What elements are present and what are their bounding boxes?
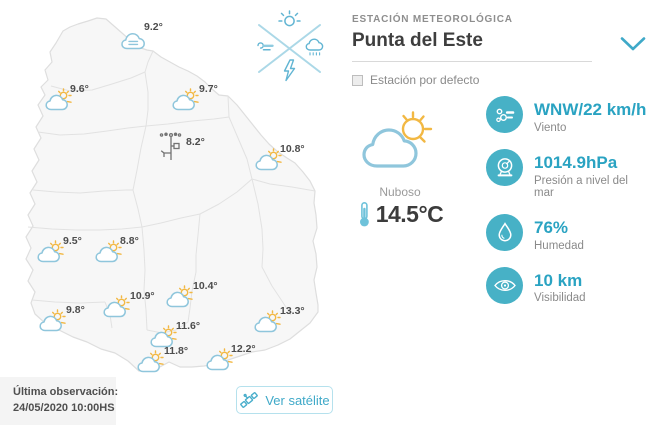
map-station-temperature: 13.3°: [280, 305, 305, 317]
stat-value: WNW/22 km/h: [534, 100, 647, 119]
partly-cloudy-icon: [166, 285, 193, 308]
map-station-icon[interactable]: [136, 350, 166, 384]
map-station-icon[interactable]: [94, 240, 124, 274]
uruguay-map: [25, 17, 319, 372]
satellite-button-label: Ver satélite: [265, 392, 330, 408]
map-station-temperature: 8.8°: [120, 235, 139, 247]
map-station-temperature: 9.2°: [144, 21, 163, 33]
pressure-gauge-icon: [497, 158, 512, 177]
map-station-icon[interactable]: [171, 88, 201, 122]
partly-cloudy-icon: [95, 240, 122, 263]
map-station-temperature: 9.5°: [63, 235, 82, 247]
stat-value: 1014.9hPa: [534, 152, 618, 172]
stat-label: Visibilidad: [534, 292, 586, 305]
map-station-icon[interactable]: [102, 295, 132, 329]
stat-icon-circle: [486, 213, 523, 251]
foggy-cloud-icon: [121, 33, 145, 50]
country-outline: [25, 17, 319, 372]
lightning-icon: [283, 59, 296, 82]
weather-elements-logo: [257, 10, 324, 82]
partly-cloudy-icon: [150, 325, 177, 348]
map-station-temperature: 9.6°: [70, 83, 89, 95]
map-station-icon[interactable]: [149, 325, 179, 359]
map-station-icon[interactable]: [165, 285, 195, 319]
map-station-temperature: 9.7°: [199, 83, 218, 95]
last-observation-value: 24/05/2020 10:00HS: [13, 401, 115, 414]
satellite-icon: [240, 392, 259, 408]
stat-value: 10 km: [534, 270, 583, 290]
stat-label: Viento: [534, 121, 567, 134]
chevron-down-icon[interactable]: [620, 36, 646, 52]
stat-icon-circle: [486, 266, 523, 304]
partly-cloudy-icon: [254, 310, 281, 333]
map-station-temperature: 8.2°: [186, 136, 205, 148]
partly-cloudy-icon: [103, 295, 130, 318]
stat-row: WNW/22 km/h Viento: [486, 96, 650, 134]
rain-cloud-icon: [305, 38, 324, 56]
map-station-icon[interactable]: [205, 348, 235, 382]
current-temperature: 14.5°C: [375, 201, 444, 227]
map-station-temperature: 10.4°: [193, 280, 218, 292]
map-station-icon[interactable]: [253, 310, 283, 344]
map-station-icon[interactable]: [254, 148, 284, 182]
station-panel: ESTACIÓN METEOROLÓGICA Punta del Este Es…: [352, 14, 650, 314]
map-station-temperature: 12.2°: [231, 343, 256, 355]
map-station-temperature: 10.8°: [280, 143, 305, 155]
satellite-button[interactable]: Ver satélite: [236, 386, 333, 414]
current-conditions: Nuboso 14.5°C: [354, 109, 446, 228]
last-observation: Última observación: 24/05/2020 10:00HS: [0, 377, 119, 425]
station-selector[interactable]: ESTACIÓN METEOROLÓGICA Punta del Este: [352, 14, 650, 62]
stat-row: 76% Humedad: [486, 213, 650, 252]
stat-row: 1014.9hPa Presión a nivel del mar: [486, 148, 650, 199]
map-station-temperature: 11.6°: [176, 320, 201, 332]
wind-icon: [257, 42, 274, 51]
default-station-label: Estación por defecto: [370, 73, 480, 87]
thermometer-icon: [359, 201, 369, 227]
map-station-icon[interactable]: [38, 309, 68, 343]
humidity-drop-icon: [497, 222, 512, 242]
map-station-icon[interactable]: [119, 28, 149, 62]
partly-cloudy-icon: [172, 88, 199, 111]
station-selector-label: ESTACIÓN METEOROLÓGICA: [352, 14, 513, 25]
map-station-icon[interactable]: [44, 88, 74, 122]
partly-cloudy-icon: [39, 309, 66, 332]
partly-cloudy-icon: [37, 240, 64, 263]
stat-icon-circle: [486, 148, 523, 186]
partly-cloudy-icon: [137, 350, 164, 373]
stat-value: 76%: [534, 217, 569, 237]
stat-icon-circle: [486, 96, 523, 133]
station-selector-value: Punta del Este: [352, 30, 483, 51]
department-borders: [27, 50, 316, 334]
partly-cloudy-icon: [206, 348, 233, 371]
stat-label: Humedad: [534, 239, 584, 252]
partly-cloudy-icon: [45, 88, 72, 111]
station-stats: WNW/22 km/h Viento 1014.9hPa Presión a n…: [486, 96, 650, 304]
last-observation-label: Última observación:: [13, 386, 119, 398]
wind-icon: [495, 108, 514, 122]
stat-label: Presión a nivel del mar: [534, 174, 628, 199]
selector-divider: [352, 61, 592, 62]
stat-row: 10 km Visibilidad: [486, 266, 650, 305]
map-station-temperature: 11.8°: [164, 345, 189, 357]
condition-text: Nuboso: [379, 185, 421, 199]
map-station-temperature: 10.9°: [130, 290, 155, 302]
map-station-icon[interactable]: [158, 131, 188, 165]
partly-cloudy-icon: [255, 148, 282, 171]
default-station-checkbox[interactable]: [352, 74, 363, 86]
default-station-row[interactable]: Estación por defecto: [352, 73, 479, 87]
sun-icon: [278, 10, 301, 27]
partly-cloudy-icon: [362, 111, 433, 168]
map-station-icon[interactable]: [36, 240, 66, 274]
map-station-temperature: 9.8°: [66, 304, 85, 316]
map-stations-layer: 9.2° 9.6° 9.7°: [0, 0, 340, 380]
station-model-icon: [159, 132, 182, 160]
visibility-eye-icon: [493, 279, 516, 291]
